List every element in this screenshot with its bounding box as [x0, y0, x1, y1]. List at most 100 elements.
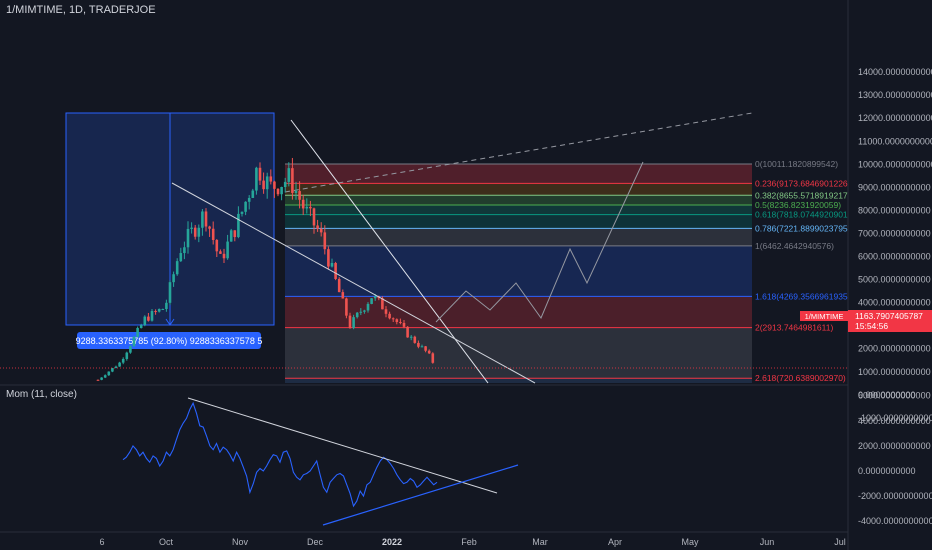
trendline-support	[171, 182, 536, 384]
candle-body	[211, 228, 215, 240]
price-axis-tick-label: 10000.0000000000	[858, 159, 932, 169]
candle-body	[255, 167, 258, 191]
candle-body	[139, 324, 143, 329]
candle-body	[280, 187, 283, 195]
candle-body	[348, 315, 352, 328]
symbol-price-tag-text: 1/MIMTIME	[805, 312, 844, 321]
candle-body	[330, 263, 334, 267]
projected-path	[435, 161, 644, 323]
fib-level-label: 2.618(720.6389002970)	[755, 373, 846, 383]
candle-body	[114, 366, 118, 369]
candle-body	[226, 241, 229, 259]
fib-zone	[285, 195, 752, 205]
candle-body	[337, 278, 341, 293]
candle-body	[359, 311, 363, 313]
candle-body	[431, 353, 435, 363]
candle-body	[323, 232, 327, 250]
measure-label-text: 9288.3363375785 (92.80%) 9288336337578 5	[76, 336, 263, 346]
momentum-resistance-line	[187, 397, 498, 494]
candles-group	[96, 157, 435, 381]
price-axis-tick-label: 4000.0000000000	[858, 298, 931, 308]
candle-body	[129, 346, 132, 353]
candle-body	[121, 358, 125, 363]
candle-body	[168, 282, 172, 303]
fib-level-label: 0.236(9173.6846901226)	[755, 178, 851, 188]
fib-zone	[285, 214, 752, 229]
candle-body	[132, 336, 136, 347]
candle-body	[269, 176, 273, 182]
candle-body	[370, 298, 373, 304]
momentum-axis-tick-label: -2000.0000000000	[858, 491, 932, 501]
fib-zone	[285, 164, 752, 184]
candle-body	[402, 322, 406, 327]
candle-body	[161, 308, 165, 310]
symbol-title: 1/MIMTIME, 1D, TRADERJOE	[6, 4, 156, 16]
candle-body	[305, 206, 309, 209]
price-axis-tick-label: -1000.0000000000	[858, 413, 932, 423]
candle-body	[309, 206, 312, 209]
candle-body	[247, 197, 251, 202]
price-axis-tick-label: 6000.0000000000	[858, 252, 931, 262]
candle-body	[165, 302, 168, 309]
candle-body	[334, 263, 337, 279]
candle-body	[355, 312, 359, 318]
candle-body	[417, 342, 420, 347]
candle-body	[312, 208, 316, 226]
time-axis-tick-label: Dec	[307, 537, 324, 547]
time-axis-tick-label: Jun	[760, 537, 775, 547]
candle-body	[172, 274, 175, 283]
fib-level-label: 2(2913.7464981611)	[755, 323, 833, 333]
momentum-series-line	[122, 401, 438, 508]
candle-body	[103, 375, 107, 378]
candle-body	[391, 318, 395, 320]
fib-zone	[285, 204, 752, 215]
candle-body	[143, 316, 147, 325]
candle-body	[424, 346, 427, 351]
price-axis-tick-label: 0.0000000000	[858, 390, 916, 400]
candle-body	[413, 336, 417, 343]
candle-body	[319, 228, 323, 233]
momentum-axis-tick-label: 4000.0000000000	[858, 416, 931, 426]
candle-body	[190, 227, 193, 229]
candle-body	[341, 292, 345, 299]
candle-body	[125, 352, 129, 359]
candle-body	[388, 313, 391, 319]
price-axis-tick-label: 7000.0000000000	[858, 228, 931, 238]
price-axis-tick-label: 8000.0000000000	[858, 205, 931, 215]
fib-level-label: 0(10011.1820899542)	[755, 159, 838, 169]
candle-body	[150, 311, 154, 321]
candle-body	[327, 249, 330, 267]
candle-body	[215, 239, 219, 252]
candle-body	[399, 322, 402, 324]
candle-body	[197, 227, 201, 237]
candle-body	[111, 368, 114, 372]
candle-body	[420, 346, 424, 348]
price-axis-tick-label: 11000.0000000000	[858, 136, 932, 146]
price-axis-tick-label: 12000.0000000000	[858, 113, 932, 123]
time-axis-tick-label: Feb	[461, 537, 477, 547]
price-axis-tick-label: 1000.0000000000	[858, 367, 931, 377]
price-axis-tick-label: 14000.0000000000	[858, 67, 932, 77]
fib-level-label: 1.618(4269.3566961935)	[755, 291, 851, 301]
candle-body	[237, 213, 240, 238]
measure-label-box	[77, 332, 261, 349]
candle-body	[179, 253, 183, 262]
time-axis-tick-label: Nov	[232, 537, 249, 547]
fib-zone	[285, 228, 752, 246]
symbol-price-tag	[800, 311, 848, 321]
candle-body	[352, 317, 355, 328]
candle-body	[154, 311, 157, 313]
candle-body	[384, 309, 388, 314]
candle-body	[316, 225, 319, 229]
candle-body	[427, 350, 431, 354]
candle-body	[136, 328, 139, 337]
time-axis-tick-label: Mar	[532, 537, 548, 547]
fib-zone	[285, 378, 752, 383]
candle-body	[96, 379, 100, 381]
candle-body	[219, 251, 222, 254]
time-axis-tick-label: Oct	[159, 537, 174, 547]
candle-body	[395, 319, 399, 323]
fib-level-label: 0.382(8655.5718919217)	[755, 190, 851, 200]
candle-body	[208, 226, 211, 229]
